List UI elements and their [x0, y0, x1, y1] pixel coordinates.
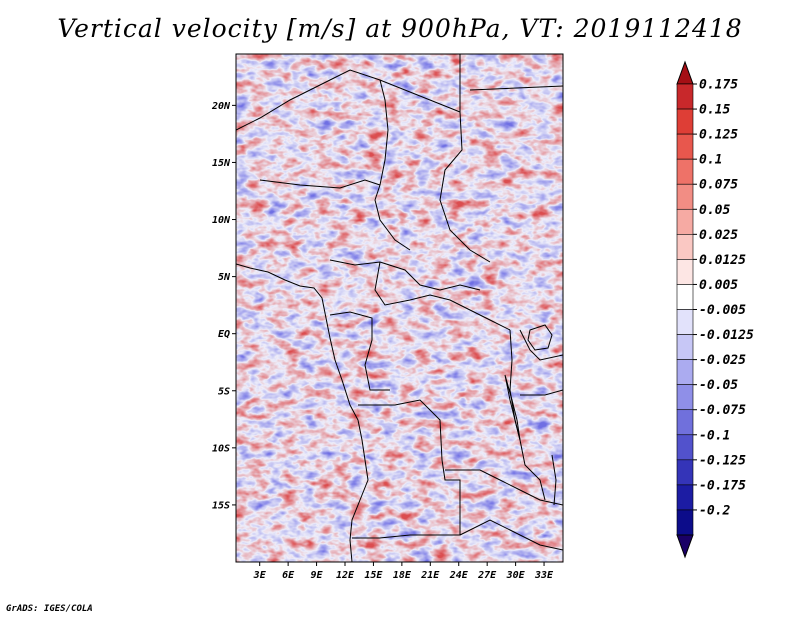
colorbar-label: -0.1	[699, 428, 730, 443]
border-gabon-congo	[329, 311, 390, 391]
latitude-axis: 20N 15N 10N 5N EQ 5S 10S 15S	[211, 101, 236, 511]
colorbar-label: 0.005	[699, 278, 738, 293]
velocity-field	[236, 54, 563, 562]
colorbar-swatch	[676, 284, 694, 310]
colorbar-swatch	[676, 384, 694, 411]
colorbar-label: 0.05	[699, 203, 730, 218]
colorbar-swatch	[676, 334, 694, 360]
colorbar-swatch	[676, 484, 694, 511]
colorbar-bottom-arrow	[676, 534, 694, 559]
lat-tick-label: 10S	[212, 443, 230, 454]
lat-tick-label: 15N	[212, 158, 231, 169]
lon-tick-label: 18E	[393, 570, 412, 581]
colorbar-label: 0.15	[699, 103, 730, 118]
colorbar-label: -0.125	[699, 453, 746, 468]
lon-tick-label: 9E	[311, 570, 324, 581]
grads-credit: GrADS: IGES/COLA	[6, 604, 93, 614]
border-angola	[352, 399, 461, 539]
lat-tick-label: 5N	[218, 272, 231, 283]
colorbar-swatch	[676, 359, 694, 385]
border-north	[236, 69, 461, 131]
lon-tick-label: 3E	[253, 570, 267, 581]
colorbar-swatch	[676, 208, 694, 235]
country-borders	[236, 54, 563, 562]
colorbar-label: -0.0125	[699, 328, 754, 343]
border-tanzania	[520, 389, 563, 396]
colorbar-top-arrow	[676, 60, 694, 85]
lake-malawi	[551, 454, 557, 506]
lon-tick-label: 15E	[364, 570, 383, 581]
lon-tick-label: 33E	[534, 570, 554, 581]
border-drc-north	[374, 261, 511, 331]
lat-tick-label: EQ	[218, 329, 230, 340]
border-sudan-east	[439, 54, 491, 263]
colorbar-label: -0.05	[699, 378, 738, 393]
map-frame	[235, 53, 564, 563]
map-title: Vertical velocity [m/s] at 900hPa, VT: 2…	[57, 14, 743, 43]
colorbar-swatch	[676, 158, 694, 185]
colorbar-swatch	[676, 309, 694, 335]
colorbar-label: -0.005	[699, 303, 746, 318]
lat-tick-label: 5S	[218, 386, 230, 397]
colorbar-label: -0.2	[699, 503, 730, 518]
map-plot-area	[235, 53, 564, 563]
colorbar-swatch	[676, 83, 694, 110]
colorbar-swatch	[676, 434, 694, 461]
border-car	[329, 259, 481, 291]
colorbar-label: -0.075	[699, 403, 746, 418]
colorbar-label: 0.025	[699, 228, 738, 243]
border-zambia	[445, 469, 563, 506]
lon-tick-label: 27E	[477, 570, 497, 581]
lon-tick-label: 24E	[449, 570, 469, 581]
colorbar-label: -0.025	[699, 353, 746, 368]
lat-tick-label: 20N	[211, 101, 231, 112]
lon-tick-label: 12E	[336, 570, 355, 581]
colorbar-swatch	[676, 259, 694, 285]
border-east	[519, 329, 563, 361]
colorbar-swatch	[676, 459, 694, 486]
colorbar: 0.175 0.15 0.125 0.1 0.075 0.05 0.025 0.0125 0.0…	[676, 60, 754, 559]
colorbar-swatch	[676, 234, 694, 260]
colorbar-label: 0.125	[699, 128, 738, 143]
coastline-west-africa	[236, 263, 369, 562]
colorbar-swatch	[676, 509, 694, 536]
colorbar-swatch	[676, 108, 694, 135]
lon-tick-label: 30E	[506, 570, 526, 581]
colorbar-swatch	[676, 409, 694, 436]
colorbar-label: -0.175	[699, 478, 746, 493]
lake-victoria	[527, 324, 553, 351]
lat-tick-label: 15S	[212, 500, 230, 511]
colorbar-label: 0.0125	[699, 253, 746, 268]
lake-tanganyika	[504, 374, 521, 441]
lon-tick-label: 21E	[420, 570, 440, 581]
colorbar-swatch	[676, 133, 694, 160]
colorbar-swatch	[676, 183, 694, 210]
colorbar-label: 0.175	[699, 78, 738, 93]
lat-tick-label: 10N	[212, 215, 231, 226]
border-nigeria	[259, 179, 381, 189]
colorbar-label: 0.075	[699, 178, 738, 193]
colorbar-label: 0.1	[699, 153, 722, 168]
longitude-axis: 3E 6E 9E 12E 15E 18E 21E 24E 27E 30E 33E	[253, 562, 554, 581]
border-ethiopia	[469, 85, 563, 91]
lon-tick-label: 6E	[282, 570, 295, 581]
border-south	[459, 519, 563, 551]
